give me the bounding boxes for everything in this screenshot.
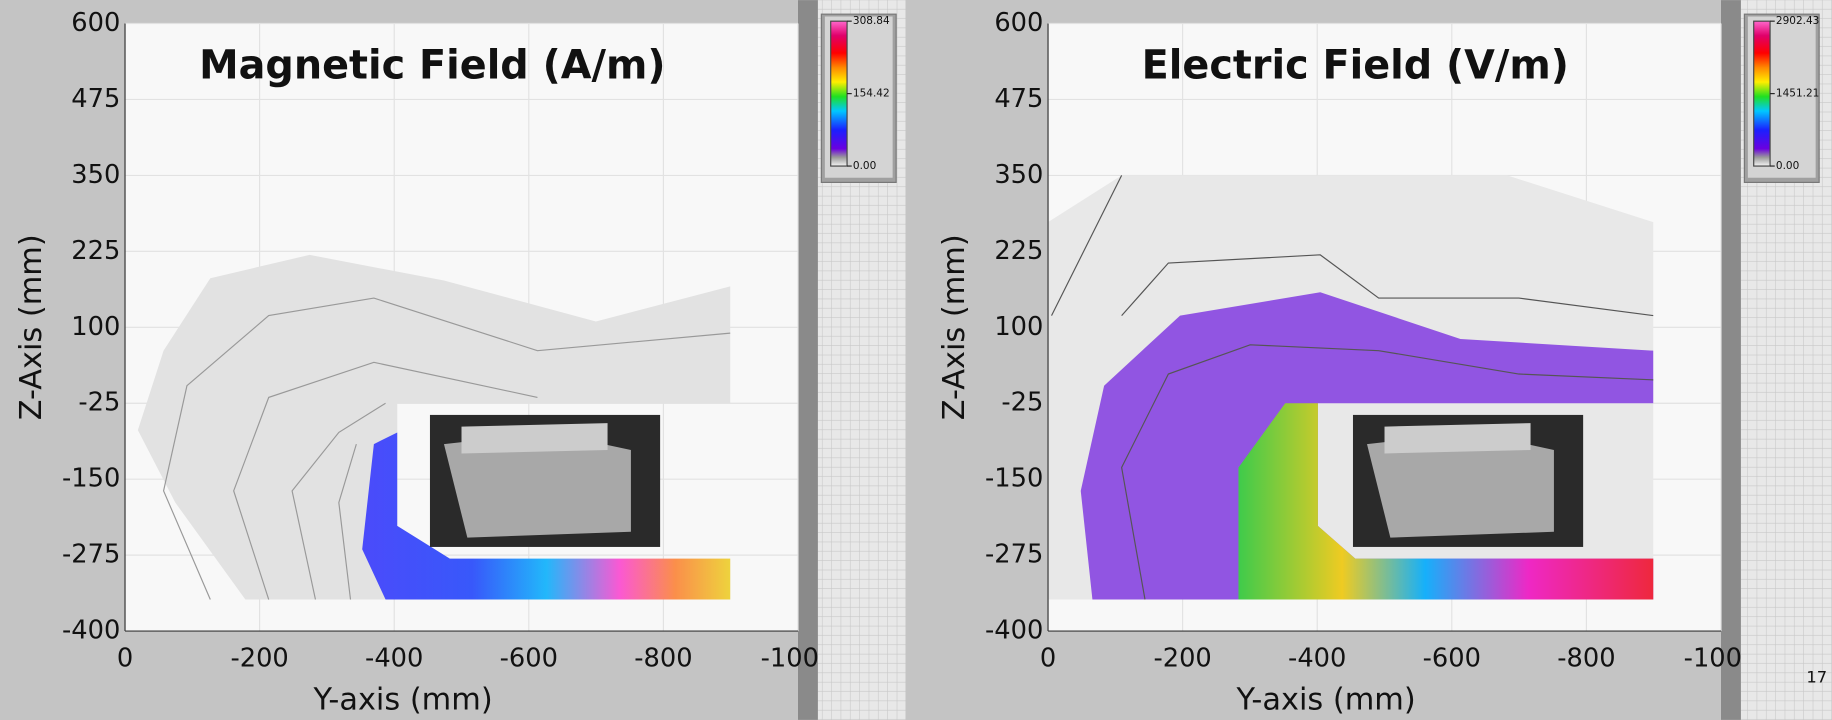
screenshot: -400 -275 -150 -25 100 225 350 475 600 0 -200 -400 -… <box>0 0 1832 720</box>
y-tick-label: -275 <box>62 540 120 570</box>
y-tick-label: 600 <box>71 8 120 38</box>
x-tick-label: -200 <box>230 644 288 674</box>
frame-edge <box>798 0 818 720</box>
colorbar <box>831 21 847 166</box>
chart-title: Magnetic Field (A/m) <box>199 42 665 88</box>
y-tick-label: -150 <box>62 464 120 494</box>
x-tick-label: -800 <box>1557 644 1615 674</box>
y-tick-label: 100 <box>71 312 120 342</box>
colorbar-label: 2902.43 <box>1776 15 1819 27</box>
colorbar-label: 0.00 <box>853 160 876 172</box>
y-tick-label: -275 <box>985 540 1043 570</box>
colorbar-label: 1451.21 <box>1776 88 1819 100</box>
y-tick-label: -25 <box>1001 388 1043 418</box>
y-tick-label: -400 <box>62 616 120 646</box>
y-tick-label: -150 <box>985 464 1043 494</box>
y-tick-label: 100 <box>994 312 1043 342</box>
y-tick-label: 350 <box>994 160 1043 190</box>
colorbar-label: 0.00 <box>1776 160 1799 172</box>
y-tick-label: 475 <box>994 84 1043 114</box>
y-tick-label: 350 <box>71 160 120 190</box>
field-map <box>1048 175 1653 599</box>
plot-panel: -400 -275 -150 -25 100 225 350 475 600 0 -200 -400 -… <box>937 8 1758 718</box>
y-tick-label: -400 <box>985 616 1043 646</box>
chart-title: Electric Field (V/m) <box>1142 42 1569 88</box>
x-tick-label: -800 <box>634 644 692 674</box>
y-axis-label: Z-Axis (mm) <box>937 234 972 420</box>
y-tick-label: 600 <box>994 8 1043 38</box>
x-tick-label: 0 <box>117 644 133 674</box>
x-tick-label: -600 <box>1423 644 1481 674</box>
plot-panel: -400 -275 -150 -25 100 225 350 475 600 0 -200 -400 -… <box>14 8 835 718</box>
x-tick-label: -200 <box>1153 644 1211 674</box>
page-number: 17 <box>1806 667 1827 686</box>
x-tick-label: -400 <box>1288 644 1346 674</box>
y-axis-label: Z-Axis (mm) <box>14 234 49 420</box>
x-axis-label: Y-axis (mm) <box>312 683 492 718</box>
x-tick-label: 0 <box>1040 644 1056 674</box>
y-tick-label: -25 <box>78 388 120 418</box>
x-axis-label: Y-axis (mm) <box>1235 683 1415 718</box>
frame-edge <box>1721 0 1741 720</box>
y-tick-label: 225 <box>994 236 1043 266</box>
y-tick-label: 225 <box>71 236 120 266</box>
colorbar-label: 308.84 <box>853 15 890 27</box>
x-tick-label: -600 <box>500 644 558 674</box>
x-tick-label: -400 <box>365 644 423 674</box>
page: {"chart_data": [ {"type": "contour", "ti… <box>0 0 1832 720</box>
colorbar-label: 154.42 <box>853 88 890 100</box>
y-tick-label: 475 <box>71 84 120 114</box>
colorbar <box>1754 21 1770 166</box>
